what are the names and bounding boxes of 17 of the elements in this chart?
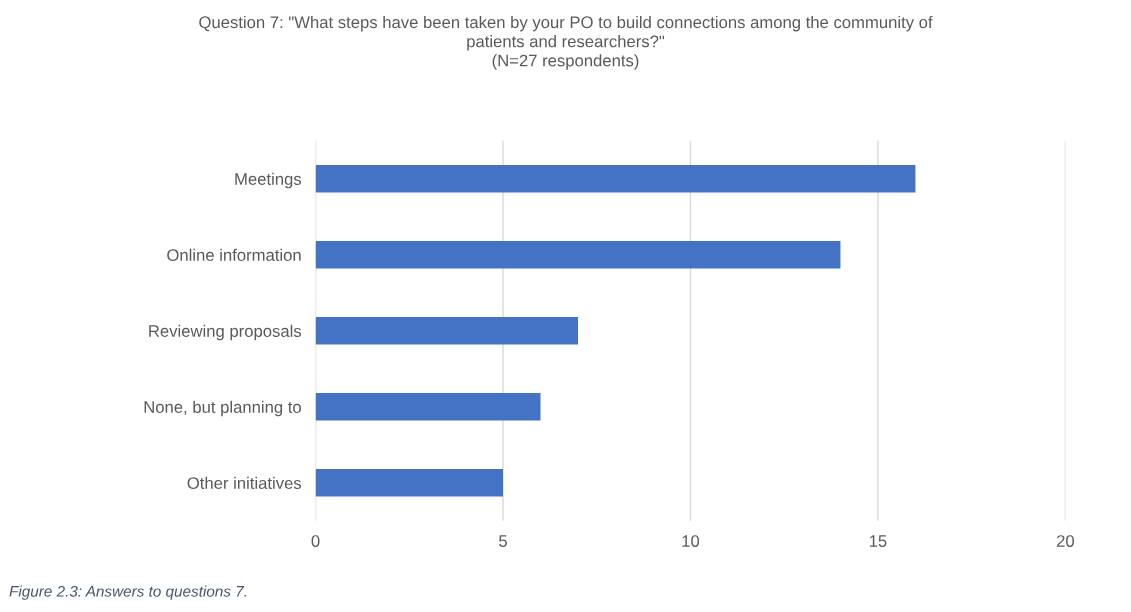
x-tick-label: 15 (869, 535, 887, 547)
x-tick-label: 0 (311, 535, 320, 547)
bar (315, 317, 578, 345)
y-tick-label: None, but planning to (144, 400, 301, 417)
x-tick-label: 5 (499, 535, 507, 547)
bar (315, 165, 916, 193)
bar (315, 241, 841, 269)
bar (315, 393, 541, 421)
x-tick-label: 20 (1056, 535, 1075, 547)
bar (315, 469, 504, 497)
y-tick-label: Meetings (235, 172, 302, 189)
y-tick-label: Reviewing proposals (149, 324, 302, 341)
x-tick-label: 10 (682, 535, 700, 547)
y-tick-label: Other initiatives (187, 476, 302, 490)
y-tick-label: Online information (167, 248, 301, 261)
caption: Figure 2.3: Answers to questions 7. (9, 585, 247, 600)
chart-title: Question 7: "What steps have been taken by your PO to build connections among the community of patients and researchers?" (N=27 respondents) (199, 15, 933, 70)
